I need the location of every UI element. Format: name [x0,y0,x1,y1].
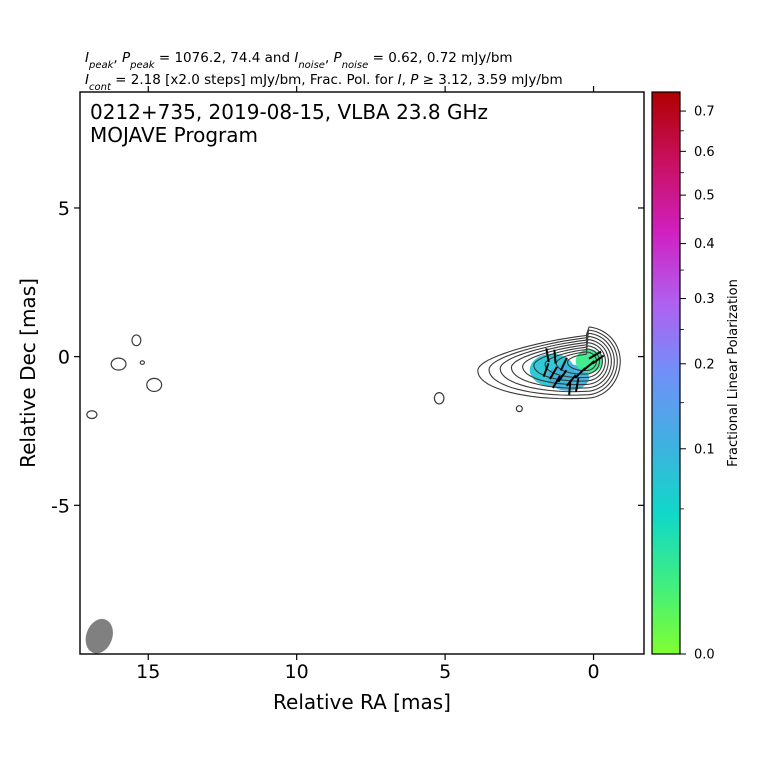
header-segment: P [410,72,419,88]
contour-level [510,335,612,389]
header-segment: = 1076.2, 74.4 and [155,50,295,66]
y-tick-label: 5 [58,198,70,220]
colorbar-tick-label: 0.7 [694,105,715,120]
evpa-stick [542,363,550,377]
header-segment: noise [298,60,325,71]
plot-area: 15 10 5 0 5 0 -5 0212+735, 2019-08-15, VLBA 2… [51,86,645,683]
header-segment: noise [342,60,369,71]
header-segment: peak [129,60,156,71]
evpa-stick [568,380,572,395]
header-segment: I [85,50,89,66]
y-axis-ticks: 5 0 -5 [51,198,644,517]
isolated-contour [110,357,127,371]
beam-shape [85,618,113,654]
colorbar-ticks: 0.0 0.1 0.2 0.3 0.4 0.5 0.6 0.7 [680,105,715,663]
header-line-2: Icont = 2.18 [x2.0 steps] mJy/bm, Frac. … [85,72,563,93]
header-segment: I [294,50,298,66]
colorbar: 0.0 0.1 0.2 0.3 0.4 0.5 0.6 0.7 Fractional Line… [651,91,741,663]
intensity-contours [86,326,621,420]
evpa-stick [591,354,605,365]
header-segment: P [334,50,343,66]
evpa-stick [588,350,602,360]
colorbar-tick-label: 0.0 [694,648,715,663]
colorbar-tick-label: 0.3 [694,292,715,307]
contour-level [477,326,621,400]
header-line-1: Ipeak, Ppeak = 1076.2, 74.4 and Inoise, … [85,50,513,71]
evpa-stick [557,369,568,383]
header-segment: I [398,72,402,88]
chart-title-line-1: 0212+735, 2019-08-15, VLBA 23.8 GHz [90,100,488,124]
colorbar-tick-label: 0.2 [694,357,715,372]
isolated-contour [131,334,142,347]
x-tick-label: 0 [587,661,599,683]
colorbar-label: Fractional Linear Polarization [726,279,741,467]
y-axis-label: Relative Dec [mas] [16,278,40,468]
isolated-contour [433,392,445,405]
header-segment: cont [89,82,112,93]
evpa-sticks [542,348,605,395]
header-segment: = 0.62, 0.72 mJy/bm [368,50,512,66]
x-tick-label: 10 [285,661,309,683]
colorbar-gradient [652,92,680,654]
colorbar-tick-label: 0.1 [694,442,715,457]
x-tick-label: 15 [136,661,160,683]
plot-frame [79,91,645,655]
isolated-contour [139,360,146,365]
chart-title-line-2: MOJAVE Program [90,123,258,147]
contour-level [555,348,601,375]
colorbar-tick-label: 0.5 [694,189,715,204]
colorbar-tick-label: 0.4 [694,237,715,252]
isolated-contour [86,410,98,420]
x-tick-label: 5 [439,661,451,683]
header-segment: , [113,50,122,66]
header-segment: ≥ 3.12, 3.59 mJy/bm [418,72,562,88]
y-tick-label: 0 [58,347,70,369]
header-segment: , [402,72,411,88]
evpa-stick [549,366,558,380]
header-segment: , [325,50,334,66]
header-segment: = 2.18 [x2.0 steps] mJy/bm, Frac. Pol. f… [111,72,398,88]
contour-level [544,345,603,379]
beam-ellipse [85,618,113,654]
evpa-stick [559,357,568,371]
evpa-stick [575,377,580,392]
y-tick-label: -5 [51,495,70,517]
header-segment: I [85,72,89,88]
evpa-stick [566,374,577,387]
colorbar-tick-label: 0.6 [694,145,715,160]
contour-level [499,332,615,393]
contour-level [488,329,618,396]
evpa-stick [553,349,557,364]
colorbar-frame [651,91,681,655]
isolated-contour [515,405,523,413]
header-segment: peak [88,60,115,71]
x-axis-ticks: 15 10 5 0 [136,86,600,683]
evpa-stick [545,348,550,363]
isolated-contour [146,377,163,393]
evpa-stick [552,375,561,389]
x-axis-label: Relative RA [mas] [273,690,451,714]
header-segment: P [122,50,131,66]
